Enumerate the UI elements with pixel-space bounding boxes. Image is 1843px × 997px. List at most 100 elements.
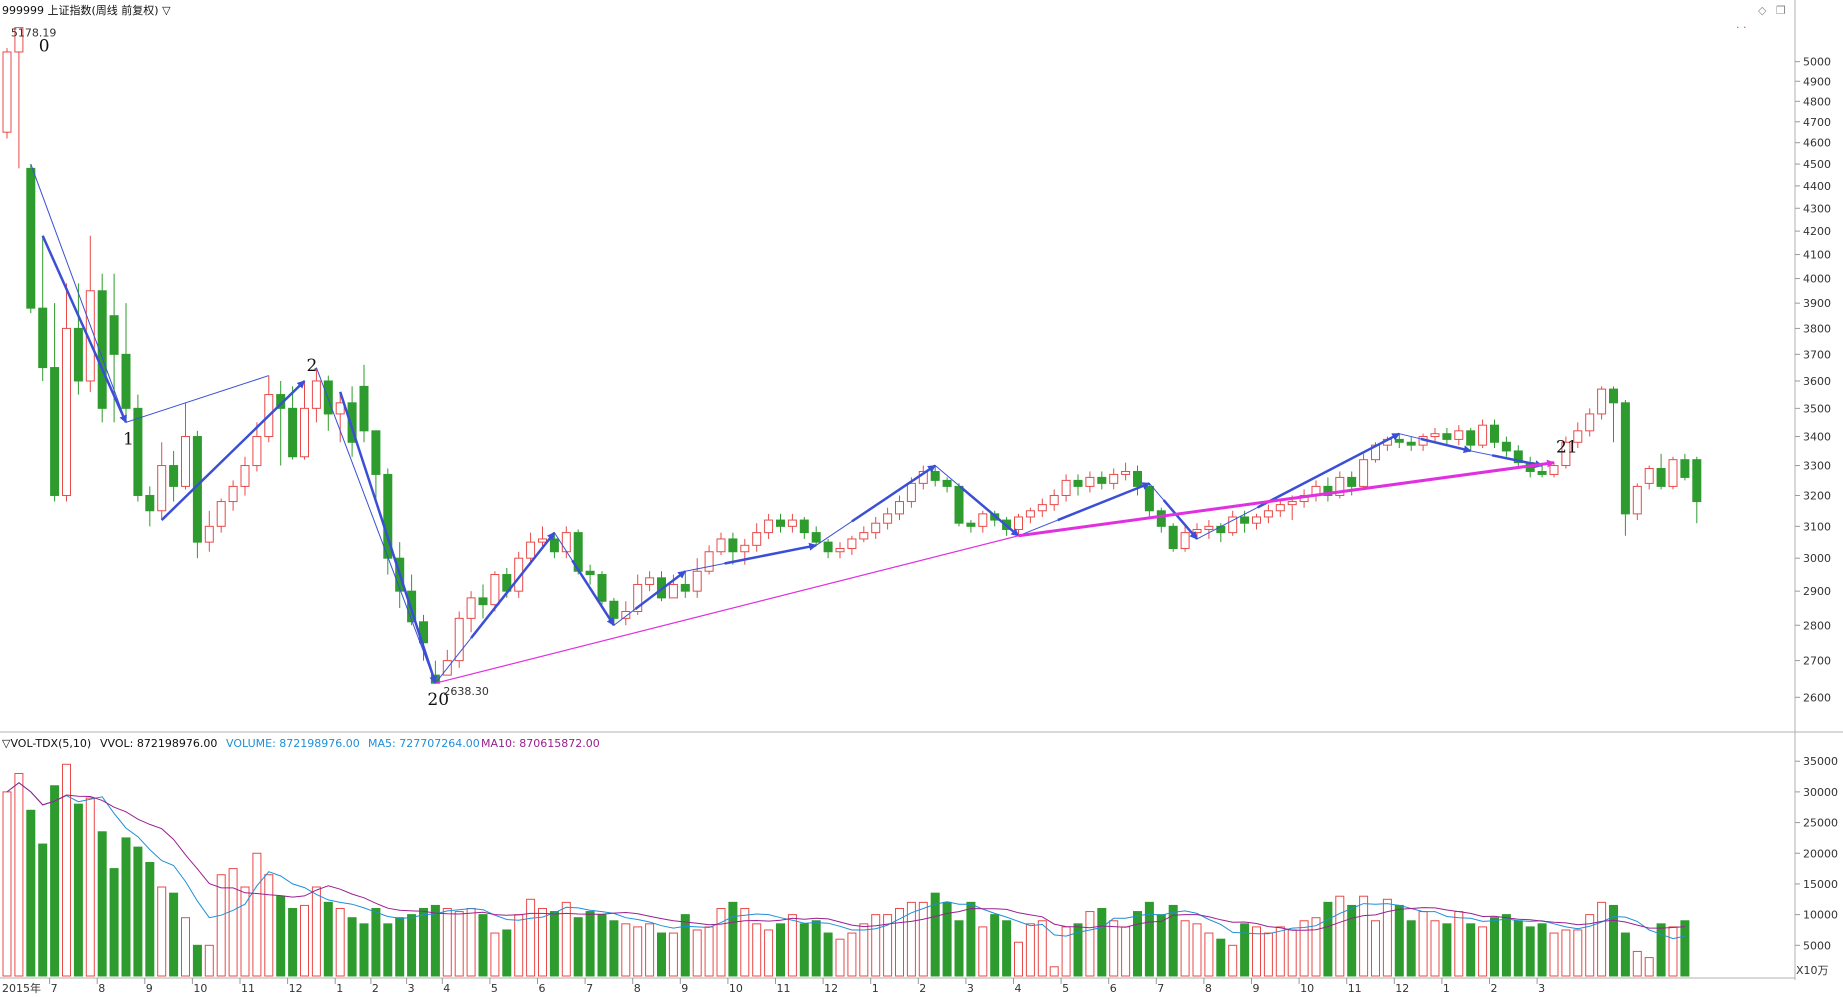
wave-arrow (41, 235, 128, 424)
wave-arrow (724, 542, 818, 565)
candle-body (966, 522, 976, 527)
volume-bar (1501, 914, 1511, 977)
time-tick-label: 7 (51, 982, 58, 995)
candle-body (680, 583, 690, 592)
candle-body (692, 570, 702, 592)
time-tick-label: 4 (1015, 982, 1022, 995)
volume-bar (145, 861, 155, 977)
volume-bar (1025, 923, 1035, 977)
volume-bar (1275, 926, 1285, 977)
volume-bar (1478, 926, 1488, 977)
wave-arrow (571, 559, 615, 627)
volume-bar (38, 843, 48, 977)
volume-bar (716, 907, 726, 977)
volume-bar (787, 914, 797, 977)
volume-bar (1121, 926, 1131, 977)
volume-bar (585, 911, 595, 977)
candle-body (347, 402, 357, 443)
volume-bar (930, 892, 940, 977)
wave-label: 0 (39, 37, 50, 57)
volume-bar (252, 852, 262, 977)
time-tick-label: 9 (1253, 982, 1260, 995)
volume-bar (323, 901, 333, 977)
candle-body (1347, 476, 1357, 487)
volume-bar (1620, 932, 1630, 977)
volume-bar (1061, 926, 1071, 977)
candle-body (1014, 516, 1023, 530)
candle-body (1109, 473, 1119, 484)
volume-bar (692, 929, 702, 977)
candle-body (1478, 424, 1488, 446)
candle-body (73, 327, 83, 382)
volume-bar (1644, 957, 1654, 977)
time-tick-label: 4 (443, 982, 450, 995)
candle-body (704, 551, 714, 572)
volume-bar (181, 917, 190, 977)
restore-icon[interactable]: ❐ (1776, 4, 1786, 17)
candle-body (466, 597, 476, 619)
volume-bar (823, 932, 833, 977)
volume-bar (371, 907, 381, 977)
candle-body (1037, 504, 1047, 512)
candle-body (1275, 504, 1285, 512)
volume-bar (728, 901, 738, 977)
volume-bar (383, 923, 393, 977)
candle-body (1442, 433, 1452, 440)
candle-body (216, 501, 226, 527)
volume-bar (1406, 920, 1416, 977)
volume-bar (1073, 923, 1083, 977)
volume-tick-label: 5000 (1803, 939, 1831, 952)
volume-bar (1228, 944, 1238, 977)
candle-body (645, 577, 655, 585)
price-axis: 2600 2700 2800 2900 3000 3100 3200 3300 3400 3500… (1795, 56, 1831, 704)
candle-body (847, 538, 857, 550)
wave-arrow (634, 570, 687, 611)
volume-bar (228, 868, 238, 977)
candle-body (895, 501, 904, 515)
volume-bar (204, 944, 214, 977)
wave-arrow (1057, 482, 1151, 522)
volume-bar (264, 874, 274, 977)
price-tick-label: 3500 (1803, 402, 1831, 415)
volume-bar (1597, 901, 1607, 977)
candle-body (1192, 528, 1202, 534)
candle-body (1573, 430, 1583, 443)
candle-body (109, 315, 119, 355)
diamond-icon[interactable]: ◇ (1758, 4, 1767, 17)
volume-bar (906, 901, 916, 977)
volume-bar (752, 923, 762, 977)
volume-bar (514, 914, 524, 977)
candle-body (240, 465, 250, 487)
volume-bar (1323, 901, 1333, 977)
price-tick-label: 3800 (1803, 322, 1831, 335)
volume-bar (1371, 920, 1380, 977)
candle-body (1620, 402, 1630, 515)
candle-body (561, 532, 571, 553)
candle-body (1644, 468, 1654, 484)
volume-bar (1466, 923, 1476, 977)
volume-bar (1049, 966, 1059, 977)
volume-bar (657, 932, 666, 977)
candle-body (1537, 470, 1547, 475)
volume-bar (2, 791, 12, 977)
time-tick-label: 2015年 (2, 981, 41, 995)
volume-bar (288, 907, 298, 977)
time-tick-label: 10 (729, 982, 743, 995)
candle-body (14, 27, 24, 53)
volume-bar (335, 907, 345, 977)
volume-bars (2, 763, 1690, 977)
candle-body (811, 532, 821, 543)
volume-bar (26, 809, 36, 977)
volume-bar (347, 917, 357, 977)
price-tick-label: 4400 (1803, 180, 1831, 193)
wave-label: 1 (123, 429, 134, 449)
price-tick-label: 4800 (1803, 95, 1831, 108)
price-tick-label: 3400 (1803, 431, 1831, 444)
trend-line (435, 535, 1019, 684)
volume-bar (1311, 917, 1321, 977)
volume-bar (597, 914, 607, 977)
candle-body (1549, 465, 1559, 475)
candle-body (585, 570, 595, 576)
candle-body (1180, 532, 1190, 550)
